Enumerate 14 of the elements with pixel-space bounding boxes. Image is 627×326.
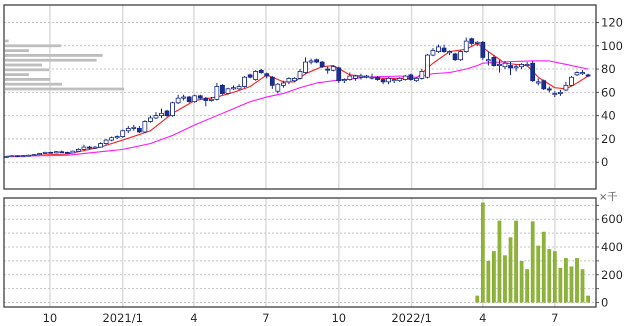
- bar: [542, 232, 546, 303]
- bar: [5, 78, 50, 81]
- bar: [5, 73, 29, 76]
- bar: [5, 64, 42, 66]
- bar: [475, 296, 480, 303]
- bar: [5, 40, 9, 42]
- bar: [547, 249, 552, 303]
- bar: [530, 221, 535, 303]
- bar: [552, 251, 557, 303]
- bar: [536, 246, 540, 303]
- y-axis-title: ×千: [599, 191, 618, 203]
- bar: [5, 54, 103, 57]
- bar: [5, 49, 29, 52]
- bar: [480, 202, 485, 303]
